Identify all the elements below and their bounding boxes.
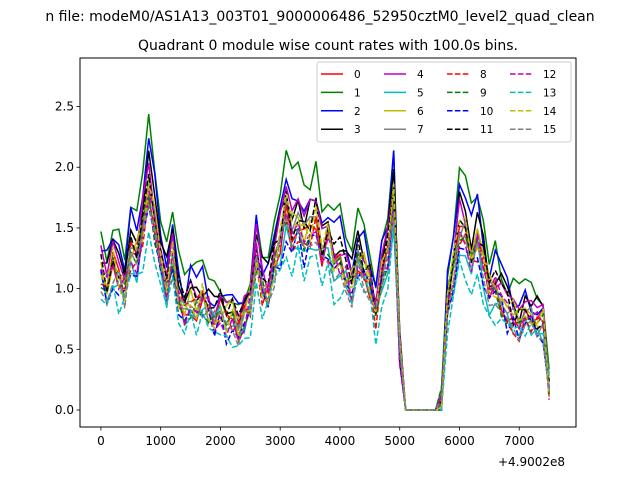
x-tick-label: 5000 bbox=[384, 434, 415, 448]
series-line-9 bbox=[100, 191, 550, 411]
legend-label-2: 2 bbox=[354, 106, 361, 118]
y-tick-label: 2.5 bbox=[55, 100, 74, 114]
y-tick-label: 1.5 bbox=[55, 221, 74, 235]
legend-label-15: 15 bbox=[543, 124, 556, 136]
legend-label-4: 4 bbox=[417, 69, 424, 81]
series-line-2 bbox=[100, 138, 550, 411]
series-line-15 bbox=[100, 204, 550, 411]
legend-label-6: 6 bbox=[417, 106, 424, 118]
x-tick-label: 6000 bbox=[444, 434, 475, 448]
chart-title: Quadrant 0 module wise count rates with … bbox=[138, 38, 518, 54]
x-offset-label: +4.9002e8 bbox=[498, 455, 565, 469]
series-line-1 bbox=[100, 114, 550, 411]
x-tick-label: 1000 bbox=[145, 434, 176, 448]
y-tick-label: 1.0 bbox=[55, 282, 74, 296]
legend-label-7: 7 bbox=[417, 124, 424, 136]
legend-label-8: 8 bbox=[480, 69, 487, 81]
x-tick-label: 4000 bbox=[325, 434, 356, 448]
legend-label-10: 10 bbox=[480, 106, 493, 118]
y-tick-label: 0.5 bbox=[55, 342, 74, 356]
legend-label-3: 3 bbox=[354, 124, 361, 136]
x-tick-label: 7000 bbox=[504, 434, 535, 448]
y-tick-label: 0.0 bbox=[55, 403, 74, 417]
series-line-10 bbox=[100, 206, 550, 411]
plot-layer bbox=[100, 114, 550, 411]
legend-label-1: 1 bbox=[354, 87, 361, 99]
x-tick-label: 3000 bbox=[265, 434, 296, 448]
legend-label-9: 9 bbox=[480, 87, 487, 99]
legend-label-12: 12 bbox=[543, 69, 556, 81]
y-tick-label: 2.0 bbox=[55, 160, 74, 174]
ticks-layer: 0 1000 2000 3000 4000 5000 6000 7000 0.0 0.5 1.0 1.… bbox=[55, 100, 535, 448]
legend-label-11: 11 bbox=[480, 124, 493, 136]
chart-suptitle: n file: modeM0/AS1A13_003T01_9000006486_… bbox=[45, 9, 594, 25]
series-line-13 bbox=[100, 224, 550, 411]
legend-box bbox=[316, 61, 572, 143]
legend-label-5: 5 bbox=[417, 87, 424, 99]
legend-label-14: 14 bbox=[543, 106, 557, 118]
plot-frame bbox=[79, 57, 577, 428]
legend-label-0: 0 bbox=[354, 69, 361, 81]
x-tick-label: 2000 bbox=[205, 434, 236, 448]
legend-label-13: 13 bbox=[543, 87, 556, 99]
series-line-8 bbox=[100, 195, 550, 411]
x-tick-label: 0 bbox=[97, 434, 105, 448]
